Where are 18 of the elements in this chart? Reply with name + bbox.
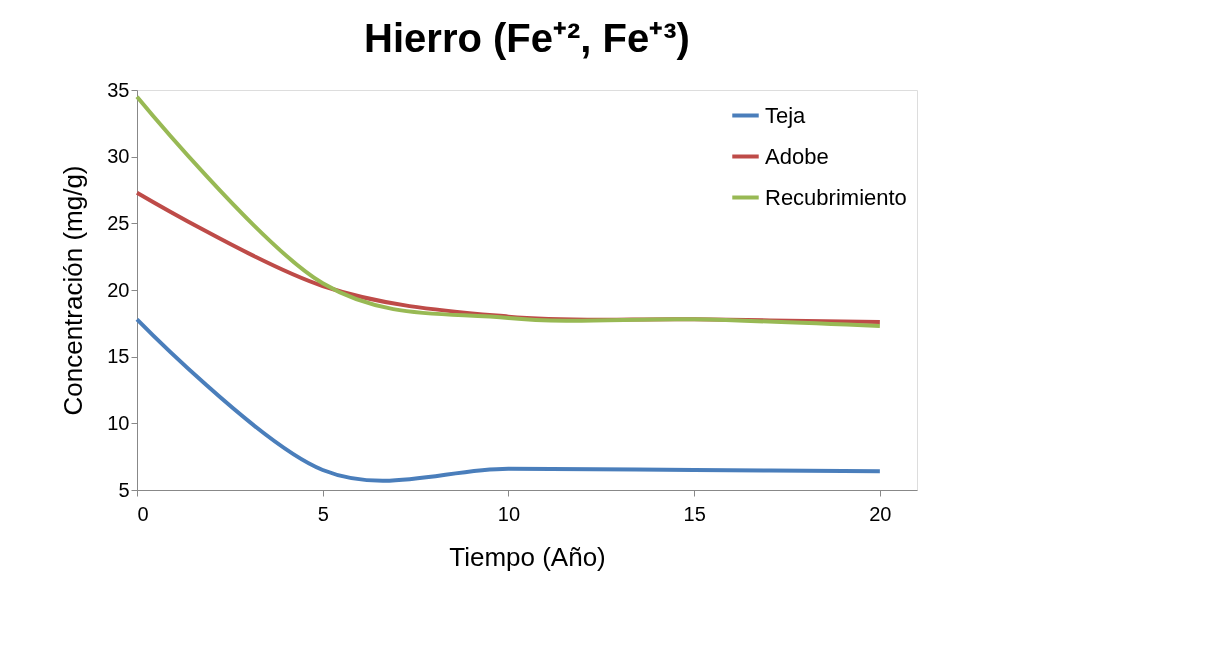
y-tick-label: 30: [107, 145, 130, 168]
legend-label: Recubrimiento: [765, 184, 907, 210]
legend-label: Adobe: [765, 143, 829, 169]
legend-label: Teja: [765, 102, 807, 128]
y-tick-label: 15: [107, 345, 130, 368]
y-tick-label: 10: [107, 411, 130, 434]
y-tick-label: 5: [118, 478, 130, 501]
y-tick-label: 20: [107, 278, 130, 301]
x-tick-label: 20: [869, 502, 892, 525]
chart-title: Hierro (Fe⁺², Fe⁺³): [364, 16, 690, 60]
x-tick-label: 0: [137, 502, 149, 525]
y-tick-label: 35: [107, 78, 130, 101]
x-tick-label: 15: [683, 502, 706, 525]
y-axis-title: Concentración (mg/g): [58, 165, 89, 416]
y-tick-label: 25: [107, 211, 130, 234]
x-tick-label: 10: [497, 502, 521, 525]
x-axis-title: Tiempo (Año): [449, 541, 606, 572]
x-tick-label: 5: [317, 502, 329, 525]
